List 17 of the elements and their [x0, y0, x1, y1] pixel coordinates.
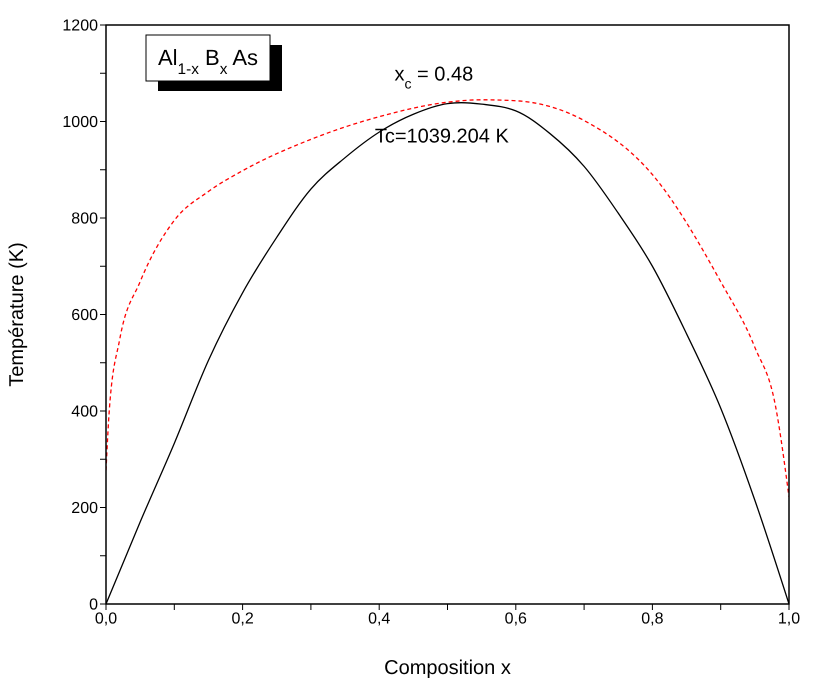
x-tick-label: 1,0 [778, 610, 800, 628]
x-tick-label: 0,4 [368, 610, 390, 628]
annotation: x$_{c}$ = 0.48 [394, 64, 474, 92]
x-tick-label: 0,8 [641, 610, 664, 628]
y-tick-label: 400 [71, 404, 98, 421]
y-tick-label: 600 [71, 307, 98, 324]
x-tick-label: 0,6 [504, 610, 528, 628]
x-tick-label: 0,2 [231, 610, 254, 628]
annotation: Al$_{1-x}$B$_{x}$As [158, 45, 258, 78]
y-tick-label: 1000 [62, 114, 98, 132]
y-axis-title: Température (K) [6, 242, 28, 387]
y-tick-label: 200 [71, 500, 98, 518]
y-tick-label: 800 [71, 210, 98, 228]
annotation: Tc=1039.204 K [374, 126, 510, 148]
x-axis-title: Composition x [384, 657, 511, 679]
line-series [106, 99, 789, 498]
y-tick-label: 1200 [62, 18, 98, 35]
